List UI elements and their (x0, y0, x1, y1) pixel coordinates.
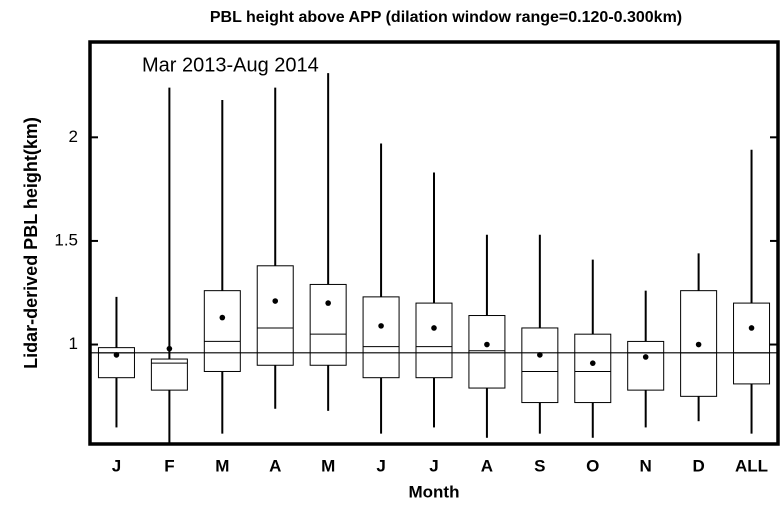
x-tick-label: A (269, 456, 281, 475)
x-tick-label: M (215, 456, 229, 475)
box (203, 290, 241, 372)
x-axis-label: Month (409, 482, 460, 501)
box (362, 296, 400, 379)
y-tick-label: 2 (69, 127, 78, 146)
box (574, 333, 612, 404)
mean (642, 354, 649, 360)
box (680, 290, 718, 397)
mean (272, 298, 279, 304)
mean (484, 341, 490, 348)
mean (748, 325, 755, 331)
x-tick-label: N (640, 456, 652, 475)
x-tick-label: O (586, 456, 599, 475)
box (733, 302, 771, 385)
box (150, 358, 188, 391)
x-tick-label: J (376, 456, 385, 475)
mean (219, 314, 226, 321)
mean (325, 300, 331, 306)
y-tick-label: 1 (69, 334, 78, 353)
mean (537, 352, 543, 358)
mean (695, 341, 702, 348)
box (468, 315, 506, 389)
box (97, 347, 135, 379)
x-tick-label: D (692, 456, 704, 475)
x-tick-label: S (534, 456, 545, 475)
y-tick-label: 1.5 (54, 230, 78, 249)
mean (378, 323, 384, 329)
box (256, 265, 294, 366)
x-tick-label: ALL (735, 456, 768, 475)
mean (113, 352, 120, 358)
annotation: Mar 2013-Aug 2014 (142, 54, 319, 76)
box (521, 327, 559, 404)
chart-title: PBL height above APP (dilation window ra… (210, 9, 682, 26)
mean (166, 345, 173, 352)
x-tick-label: A (481, 456, 493, 475)
x-tick-label: F (164, 456, 174, 475)
plot-frame (88, 40, 780, 446)
box (309, 283, 347, 366)
mean (589, 360, 596, 366)
box (415, 302, 453, 379)
box (627, 340, 665, 391)
x-tick-label: J (112, 456, 121, 475)
x-tick-label: M (321, 456, 335, 475)
mean (431, 325, 437, 331)
x-tick-label: J (429, 456, 438, 475)
y-axis-label: Lidar-derived PBL height(km) (21, 117, 41, 369)
